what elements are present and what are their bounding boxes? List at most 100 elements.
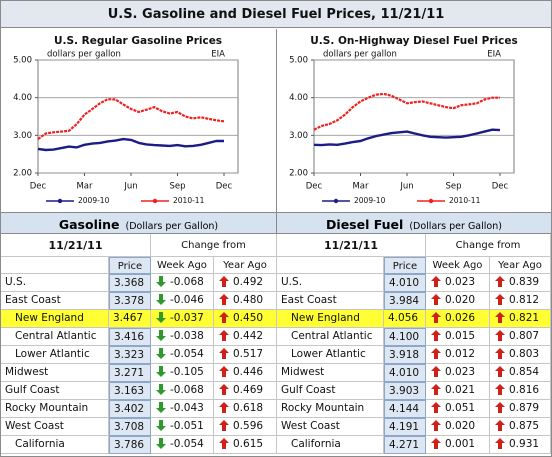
down-arrow: [156, 276, 166, 287]
column-header: Year Ago: [490, 257, 551, 274]
region-cell: West Coast: [277, 418, 384, 436]
up-arrow: [495, 312, 505, 323]
price-cell: 4.010: [384, 274, 426, 292]
change-cell: 0.480: [214, 292, 277, 310]
change-cell: 0.469: [214, 382, 277, 400]
change-header: Change from: [151, 234, 277, 257]
change-cell: 0.615: [214, 436, 277, 454]
y-tick-label: 2.00: [289, 169, 308, 179]
table-unit: (Dollars per Gallon): [409, 221, 502, 232]
up-arrow: [431, 294, 441, 305]
change-cell: 0.807: [490, 328, 551, 346]
change-cell: -0.105: [151, 364, 214, 382]
up-arrow: [495, 438, 505, 449]
change-cell: -0.068: [151, 382, 214, 400]
up-arrow: [431, 384, 441, 395]
series-line: [313, 92, 500, 131]
arrow-shape: [156, 420, 166, 431]
up-arrow: [219, 384, 229, 395]
price-cell: 4.056: [384, 310, 426, 328]
change-cell: 0.450: [214, 310, 277, 328]
up-arrow: [431, 402, 441, 413]
y-tick-label: 4.00: [289, 93, 308, 103]
legend-label: 2009-10: [78, 196, 110, 205]
region-cell: Central Atlantic: [1, 328, 109, 346]
region-cell: West Coast: [1, 418, 109, 436]
table-date: 11/21/11: [1, 234, 151, 257]
chart-annotation: EIA: [211, 50, 225, 60]
arrow-shape: [156, 348, 166, 359]
change-cell: -0.051: [151, 418, 214, 436]
region-cell: Rocky Mountain: [277, 400, 384, 418]
legend-marker: [57, 198, 63, 204]
up-arrow: [495, 276, 505, 287]
region-cell: Rocky Mountain: [1, 400, 109, 418]
table-title: Diesel Fuel: [326, 217, 404, 232]
down-arrow: [156, 420, 166, 431]
price-cell: 4.100: [384, 328, 426, 346]
column-header: Price: [384, 257, 426, 274]
arrow-shape: [431, 402, 441, 413]
column-header: Week Ago: [151, 257, 214, 274]
arrow-shape: [219, 276, 229, 287]
x-tick-label: Sep: [445, 182, 461, 192]
up-arrow: [219, 402, 229, 413]
change-cell: 0.442: [214, 328, 277, 346]
up-arrow: [431, 438, 441, 449]
x-tick-label: Jun: [123, 182, 137, 192]
change-cell: -0.046: [151, 292, 214, 310]
x-tick-label: Dec: [30, 182, 47, 192]
up-arrow: [219, 366, 229, 377]
y-tick-label: 4.00: [13, 93, 32, 103]
arrow-shape: [219, 366, 229, 377]
page-title: U.S. Gasoline and Diesel Fuel Prices, 11…: [1, 1, 551, 28]
change-cell: 0.020: [426, 292, 490, 310]
change-cell: -0.054: [151, 436, 214, 454]
change-cell: 0.875: [490, 418, 551, 436]
change-cell: 0.023: [426, 274, 490, 292]
arrow-shape: [495, 384, 505, 395]
up-arrow: [219, 420, 229, 431]
price-cell: 4.191: [384, 418, 426, 436]
y-tick-label: 5.00: [289, 56, 308, 66]
region-cell: Lower Atlantic: [277, 346, 384, 364]
arrow-shape: [495, 402, 505, 413]
legend-label: 2010-11: [173, 196, 205, 205]
arrow-shape: [431, 330, 441, 341]
change-cell: 0.026: [426, 310, 490, 328]
up-arrow: [219, 294, 229, 305]
table-unit: (Dollars per Gallon): [125, 221, 219, 232]
up-arrow: [219, 276, 229, 287]
price-cell: 3.402: [109, 400, 151, 418]
region-cell: Midwest: [1, 364, 109, 382]
change-cell: -0.054: [151, 346, 214, 364]
arrow-shape: [431, 438, 441, 449]
arrow-shape: [156, 366, 166, 377]
price-cell: 3.903: [384, 382, 426, 400]
legend-marker: [428, 198, 434, 204]
table-header: Diesel Fuel (Dollars per Gallon): [277, 213, 551, 234]
series-line: [37, 137, 224, 152]
arrow-shape: [219, 402, 229, 413]
up-arrow: [431, 420, 441, 431]
change-cell: 0.023: [426, 364, 490, 382]
up-arrow: [431, 276, 441, 287]
region-cell: U.S.: [1, 274, 109, 292]
series-line: [37, 98, 225, 140]
column-header: Week Ago: [426, 257, 490, 274]
down-arrow: [156, 348, 166, 359]
up-arrow: [219, 330, 229, 341]
price-cell: 3.368: [109, 274, 151, 292]
region-cell: Midwest: [277, 364, 384, 382]
chart-panel: U.S. Regular Gasoline Prices dollars per …: [1, 29, 277, 213]
change-cell: 0.015: [426, 328, 490, 346]
change-cell: -0.037: [151, 310, 214, 328]
arrow-shape: [495, 348, 505, 359]
chart-title: U.S. On-Highway Diesel Fuel Prices: [310, 35, 517, 47]
down-arrow: [156, 402, 166, 413]
change-cell: 0.839: [490, 274, 551, 292]
y-tick-label: 3.00: [13, 131, 32, 141]
down-arrow: [156, 366, 166, 377]
change-cell: -0.043: [151, 400, 214, 418]
down-arrow: [156, 384, 166, 395]
